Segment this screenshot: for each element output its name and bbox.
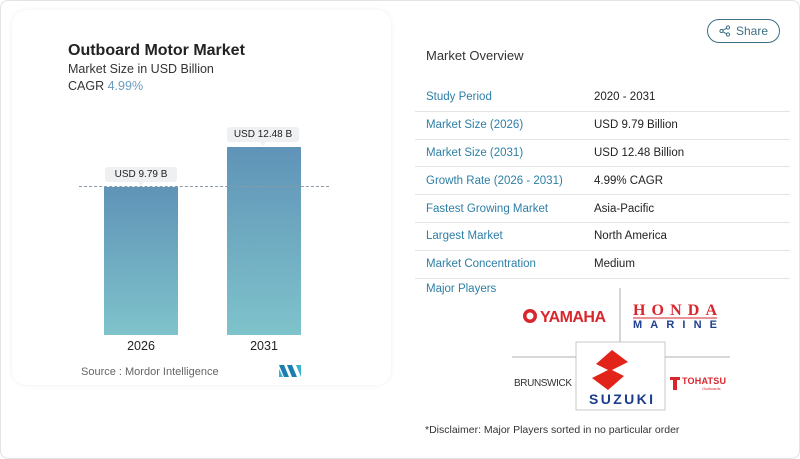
row-key: Growth Rate (2026 - 2031): [426, 174, 563, 187]
table-row: Study Period 2020 - 2031: [415, 84, 790, 112]
chart-title: Outboard Motor Market: [68, 42, 245, 59]
data-label-2026: USD 9.79 B: [105, 167, 177, 186]
row-value: North America: [594, 230, 667, 243]
svg-text:HONDA: HONDA: [633, 302, 717, 319]
data-label-2031: USD 12.48 B: [227, 127, 299, 146]
table-row: Growth Rate (2026 - 2031) 4.99% CAGR: [415, 167, 790, 196]
reference-line: [79, 186, 329, 187]
x-label-2031: 2031: [250, 339, 278, 353]
row-value: 2020 - 2031: [594, 91, 656, 104]
bar-2031: [227, 147, 301, 335]
major-players-title: Major Players: [426, 283, 497, 295]
cagr-value: 4.99%: [107, 79, 144, 93]
row-key: Market Concentration: [426, 258, 536, 271]
row-key: Largest Market: [426, 230, 503, 243]
svg-text:SUZUKI: SUZUKI: [589, 391, 653, 407]
share-button[interactable]: Share: [707, 19, 780, 43]
row-value: USD 12.48 Billion: [594, 146, 685, 159]
svg-text:MARINE: MARINE: [633, 319, 717, 331]
brunswick-logo: BRUNSWICK: [514, 378, 572, 389]
svg-text:Outboards: Outboards: [702, 386, 721, 391]
yamaha-logo: YAMAHA: [523, 309, 606, 326]
table-row: Market Size (2031) USD 12.48 Billion: [415, 140, 790, 168]
overview-table: Study Period 2020 - 2031 Market Size (202…: [415, 84, 790, 279]
table-row: Market Size (2026) USD 9.79 Billion: [415, 112, 790, 140]
share-icon: [719, 25, 731, 37]
svg-text:TOHATSU: TOHATSU: [682, 376, 726, 386]
bar-2026: [104, 187, 178, 335]
row-key: Study Period: [426, 91, 492, 104]
x-label-2026: 2026: [127, 339, 155, 353]
major-players-logos: YAMAHA HONDA MARINE BRUNSWICK SUZUKI TOH…: [512, 288, 730, 411]
cagr-text: CAGR 4.99%: [68, 79, 143, 93]
row-value: USD 9.79 Billion: [594, 119, 678, 132]
chart-subtitle: Market Size in USD Billion: [68, 62, 214, 76]
row-key: Fastest Growing Market: [426, 202, 549, 215]
row-key: Market Size (2031): [426, 146, 524, 159]
cagr-label: CAGR: [68, 79, 105, 93]
row-value: Asia-Pacific: [594, 202, 655, 215]
tohatsu-logo: TOHATSU Outboards: [670, 376, 726, 391]
mordor-logo-icon: [279, 365, 301, 377]
honda-marine-logo: HONDA MARINE: [633, 302, 717, 331]
table-row: Market Concentration Medium: [415, 251, 790, 279]
row-key: Market Size (2026): [426, 119, 524, 132]
source-text: Source : Mordor Intelligence: [81, 366, 219, 378]
market-overview-title: Market Overview: [426, 48, 524, 63]
disclaimer-text: *Disclaimer: Major Players sorted in no …: [425, 424, 680, 436]
table-row: Fastest Growing Market Asia-Pacific: [415, 195, 790, 223]
suzuki-logo: SUZUKI: [589, 350, 653, 407]
svg-text:YAMAHA: YAMAHA: [540, 309, 606, 326]
share-label: Share: [735, 24, 769, 38]
table-row: Largest Market North America: [415, 223, 790, 251]
row-value: 4.99% CAGR: [594, 174, 664, 187]
row-value: Medium: [594, 258, 635, 271]
chart-card: [12, 10, 391, 385]
